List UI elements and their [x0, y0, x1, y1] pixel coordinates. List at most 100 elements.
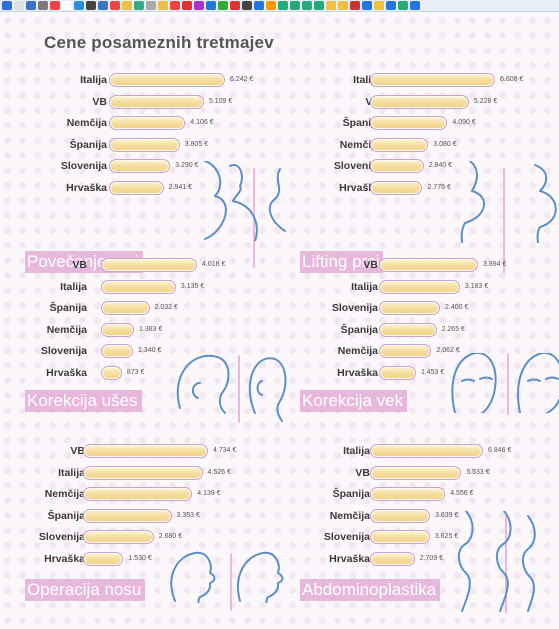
folder-icon[interactable] — [338, 1, 348, 10]
purple-icon[interactable] — [194, 1, 204, 10]
bar — [370, 444, 483, 458]
value-label: 3.805 € — [184, 140, 209, 148]
blue-icon[interactable] — [206, 1, 216, 10]
chart-panel: VB 3.894 € Italija 3.183 € Slovenija 2.400 € Š… — [300, 253, 559, 438]
value-label: 1.530 € — [128, 554, 152, 562]
excel-icon[interactable] — [314, 1, 324, 10]
value-label: 4.090 € — [452, 119, 476, 126]
bar — [379, 258, 478, 272]
bar — [379, 279, 460, 294]
value-label: 3.183 € — [464, 282, 489, 290]
ie-icon[interactable] — [74, 1, 84, 10]
chart-panel: Italija 6.846 € VB 5.533 € Španija 4.556 € Nem… — [300, 443, 559, 628]
notes-icon[interactable] — [158, 1, 168, 10]
bar — [83, 444, 208, 458]
value-label: 1.340 € — [138, 347, 162, 354]
help-icon[interactable] — [410, 1, 420, 10]
excel-icon[interactable] — [290, 1, 300, 10]
country-label: VB — [355, 466, 370, 479]
chart-panel: VB 4.734 € Italija 4.526 € Nemčija 4.139 € Špa… — [25, 443, 285, 628]
bar — [370, 551, 415, 566]
bar — [83, 465, 203, 480]
nose-profile-icon — [170, 551, 284, 603]
red-icon[interactable] — [182, 1, 192, 10]
notes-icon[interactable] — [122, 1, 132, 10]
country-label: Nemčija — [44, 488, 85, 500]
folder-icon[interactable] — [374, 1, 384, 10]
value-label: 1.453 € — [420, 368, 445, 376]
country-label: Slovenija — [40, 345, 87, 357]
bar — [370, 73, 495, 87]
country-label: Nemčija — [329, 509, 370, 522]
bar — [83, 551, 124, 566]
value-label: 3.080 € — [433, 140, 457, 148]
bar — [101, 279, 176, 294]
bar — [370, 508, 431, 523]
bar — [109, 137, 180, 152]
red-icon[interactable] — [230, 1, 240, 10]
value-label: 5.109 € — [208, 97, 233, 105]
doc-icon[interactable] — [146, 1, 156, 10]
browser-toolbar — [0, 0, 559, 12]
green-icon[interactable] — [218, 1, 228, 10]
bar — [83, 530, 154, 544]
cut-icon[interactable] — [38, 1, 48, 10]
decorative-divider — [230, 553, 232, 611]
bar — [109, 94, 204, 109]
country-label: Hrvaška — [66, 181, 107, 194]
panel-title-text: Abdominoplastika — [302, 580, 437, 599]
doc-icon[interactable] — [62, 1, 72, 10]
chart-icon[interactable] — [242, 1, 252, 10]
panel-title-text: Lifting prsi — [302, 252, 380, 271]
value-label: 5.533 € — [466, 468, 490, 476]
mail-icon[interactable] — [98, 1, 108, 10]
paint-icon[interactable] — [266, 1, 276, 10]
country-label: Nemčija — [339, 138, 380, 151]
country-label: Italija — [353, 74, 380, 86]
heart-icon[interactable] — [170, 1, 180, 10]
value-label: 4.734 € — [213, 447, 237, 454]
blue-icon[interactable] — [362, 1, 372, 10]
heart-icon[interactable] — [50, 1, 60, 10]
folder-icon[interactable] — [326, 1, 336, 10]
p-icon[interactable] — [2, 1, 12, 10]
bar — [109, 116, 186, 130]
value-label: 6.608 € — [500, 76, 524, 83]
value-label: 3.290 € — [175, 162, 199, 169]
chart-panel: Italija 6.608 € VB 5.228 € Španija 4.090 € Nem… — [300, 63, 559, 273]
heart-icon[interactable] — [110, 1, 120, 10]
country-label: Nemčija — [66, 117, 107, 129]
panel-title-text: Korekcija ušes — [27, 391, 138, 410]
country-label: Italija — [58, 466, 85, 479]
doc-icon[interactable] — [14, 1, 24, 10]
value-label: 2.775 € — [427, 183, 451, 191]
country-label: Italija — [351, 280, 378, 293]
value-label: 873 € — [126, 368, 145, 376]
value-label: 2.062 € — [436, 347, 460, 354]
bar — [83, 508, 172, 523]
news-icon[interactable] — [350, 1, 360, 10]
value-label: 3.135 € — [180, 282, 205, 290]
chart-panel: VB 4.018 € Italija 3.135 € Španija 2.032 € Nem… — [25, 253, 287, 438]
bar — [101, 344, 134, 358]
excel-icon[interactable] — [398, 1, 408, 10]
country-label: Španija — [47, 509, 85, 522]
bar — [109, 180, 164, 195]
panel-title: Abdominoplastika — [300, 579, 441, 601]
chart-icon[interactable] — [86, 1, 96, 10]
decorative-divider — [238, 355, 240, 423]
mail-icon[interactable] — [26, 1, 36, 10]
excel-icon[interactable] — [302, 1, 312, 10]
country-label: Hrvaška — [329, 552, 370, 565]
value-label: 4.139 € — [197, 490, 221, 497]
excel-icon[interactable] — [278, 1, 288, 10]
shield-icon[interactable] — [134, 1, 144, 10]
country-label: Italija — [343, 445, 370, 457]
decorative-divider — [503, 168, 505, 273]
blue-icon[interactable] — [254, 1, 264, 10]
value-label: 4.018 € — [202, 261, 226, 268]
bar — [379, 365, 416, 380]
blue-icon[interactable] — [386, 1, 396, 10]
bar — [101, 322, 135, 337]
country-label: VB — [300, 94, 380, 110]
